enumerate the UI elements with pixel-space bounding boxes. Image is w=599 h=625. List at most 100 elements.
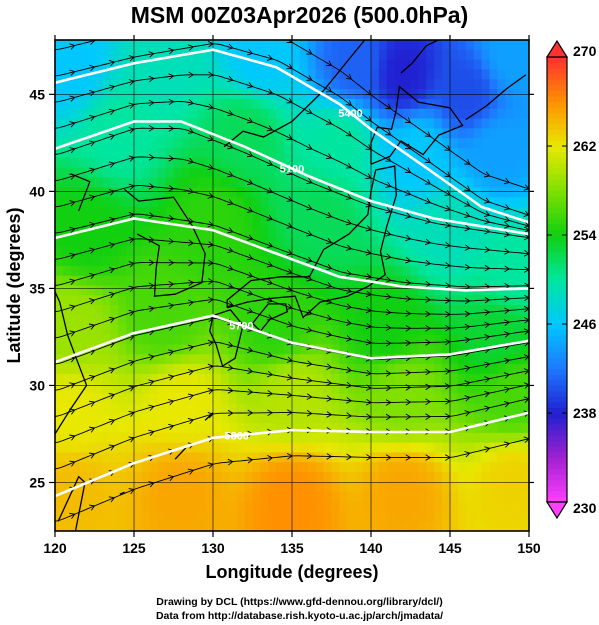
temperature-cell — [418, 148, 427, 159]
temperature-cell — [126, 49, 135, 61]
temperature-cell — [189, 432, 198, 444]
temperature-cell — [134, 197, 143, 208]
temperature-cell — [299, 197, 309, 208]
temperature-cell — [110, 452, 119, 463]
temperature-cell — [141, 108, 151, 120]
colorbar-cell — [547, 240, 567, 247]
temperature-cell — [339, 69, 348, 80]
temperature-cell — [315, 383, 325, 395]
temperature-cell — [236, 197, 246, 208]
temperature-cell — [363, 40, 372, 51]
temperature-cell — [94, 481, 103, 493]
temperature-cell — [189, 442, 198, 454]
temperature-cell — [276, 383, 285, 395]
x-tick-label: 135 — [280, 540, 304, 556]
temperature-cell — [55, 373, 64, 385]
temperature-cell — [386, 246, 396, 257]
temperature-cell — [299, 256, 309, 267]
temperature-cell — [268, 324, 277, 336]
temperature-cell — [118, 393, 127, 404]
temperature-cell — [62, 285, 72, 296]
temperature-cell — [197, 491, 206, 503]
temperature-cell — [347, 364, 356, 375]
temperature-cell — [197, 334, 206, 346]
temperature-cell — [331, 432, 340, 444]
temperature-cell — [86, 177, 96, 188]
temperature-cell — [299, 491, 309, 503]
temperature-cell — [521, 167, 529, 179]
temperature-cell — [197, 177, 206, 188]
temperature-cell — [292, 167, 301, 179]
streamline-arrowhead — [129, 29, 134, 35]
temperature-cell — [260, 40, 269, 51]
temperature-cell — [134, 295, 143, 306]
temperature-cell — [371, 108, 380, 120]
streamline-arrowhead — [326, 314, 333, 321]
temperature-cell — [386, 314, 396, 326]
streamline-arrowhead — [464, 451, 471, 458]
temperature-cell — [323, 521, 333, 531]
temperature-cell — [86, 481, 96, 493]
temperature-cell — [450, 383, 459, 395]
temperature-cell — [228, 167, 238, 179]
temperature-cell — [292, 118, 301, 129]
streamline-arrowhead — [69, 278, 76, 285]
temperature-cell — [339, 138, 348, 149]
temperature-cell — [173, 167, 182, 179]
streamline-arrowhead — [69, 121, 76, 128]
coastline-segment — [174, 447, 187, 460]
temperature-cell — [55, 59, 64, 71]
temperature-cell — [62, 275, 72, 287]
temperature-cell — [481, 197, 491, 208]
colorbar-cell — [547, 146, 567, 153]
temperature-cell — [473, 128, 483, 139]
temperature-cell — [268, 285, 277, 296]
temperature-cell — [363, 413, 372, 424]
temperature-cell — [118, 197, 127, 208]
temperature-cell — [197, 305, 206, 316]
temperature-cell — [244, 432, 254, 444]
temperature-cell — [181, 393, 190, 404]
temperature-cell — [521, 452, 529, 463]
temperature-cell — [134, 334, 143, 346]
temperature-cell — [110, 177, 119, 188]
temperature-cell — [70, 187, 80, 198]
temperature-cell — [426, 354, 435, 365]
temperature-cell — [213, 138, 222, 149]
temperature-cell — [284, 501, 293, 512]
temperature-cell — [299, 432, 309, 444]
temperature-cell — [410, 187, 419, 198]
temperature-cell — [465, 128, 475, 139]
temperature-cell — [347, 148, 356, 159]
temperature-cell — [94, 118, 103, 129]
temperature-cell — [402, 432, 412, 444]
temperature-cell — [402, 79, 412, 90]
temperature-cell — [465, 148, 475, 159]
temperature-cell — [157, 98, 167, 110]
temperature-cell — [418, 393, 427, 404]
temperature-cell — [252, 256, 261, 267]
temperature-cell — [189, 59, 198, 71]
temperature-cell — [363, 197, 372, 208]
temperature-cell — [260, 373, 269, 385]
temperature-cell — [70, 501, 80, 512]
temperature-cell — [236, 422, 246, 434]
credit-dcl: Drawing by DCL (https://www.gfd-dennou.o… — [156, 596, 443, 608]
streamline-arrowhead — [326, 282, 333, 289]
temperature-cell — [110, 491, 119, 503]
streamline-arrowhead — [484, 361, 491, 368]
temperature-cell — [173, 452, 182, 463]
temperature-cell — [481, 216, 491, 228]
temperature-cell — [450, 511, 459, 522]
streamline-arrowhead — [523, 266, 529, 273]
temperature-cell — [244, 275, 254, 287]
streamline-arrowhead — [385, 370, 392, 377]
streamline-arrowhead — [168, 259, 175, 266]
streamline-arrowhead — [504, 265, 511, 273]
temperature-cell — [489, 177, 498, 188]
streamline-arrowhead — [69, 43, 76, 50]
temperature-cell — [284, 216, 293, 228]
temperature-cell — [386, 167, 396, 179]
temperature-cell — [402, 334, 412, 346]
temperature-cell — [410, 285, 419, 296]
